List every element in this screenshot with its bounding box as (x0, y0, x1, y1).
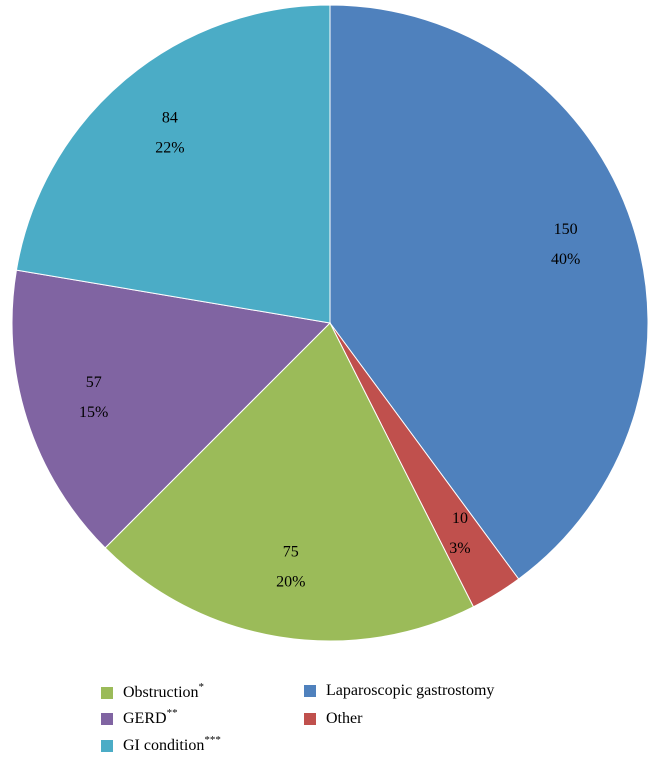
value-label: 75 (283, 544, 299, 561)
legend-swatch (101, 687, 113, 699)
pie-slice (15, 4, 331, 324)
pie-slice (11, 269, 332, 549)
legend-label: Obstruction* (123, 681, 204, 701)
percent-label: 20% (276, 574, 305, 591)
pie-slice (329, 4, 649, 580)
value-label: 150 (554, 221, 578, 238)
legend-name: Other (326, 710, 363, 727)
percent-label: 22% (155, 139, 184, 156)
legend-name: Obstruction (123, 684, 199, 701)
legend-swatch (101, 713, 113, 725)
legend-label: GERD** (123, 707, 178, 727)
legend-label: Other (326, 710, 363, 727)
percent-label: 3% (449, 540, 470, 557)
value-label: 10 (452, 510, 468, 527)
value-label: 84 (162, 109, 178, 126)
legend-label: GI condition*** (123, 734, 221, 754)
legend-name: GI condition (123, 737, 204, 754)
value-label: 57 (86, 374, 102, 391)
legend-swatch (304, 685, 316, 697)
legend-label: Laparoscopic gastrostomy (326, 682, 494, 699)
legend-swatch (101, 740, 113, 752)
pie-slice (104, 322, 475, 642)
percent-label: 40% (551, 251, 580, 268)
legend-superscript: * (199, 681, 205, 693)
legend-name: GERD (123, 710, 167, 727)
percent-label: 15% (79, 404, 108, 421)
legend-superscript: ** (167, 707, 178, 719)
legend-name: Laparoscopic gastrostomy (326, 682, 494, 699)
legend-superscript: *** (204, 734, 221, 746)
legend-swatch (304, 713, 316, 725)
